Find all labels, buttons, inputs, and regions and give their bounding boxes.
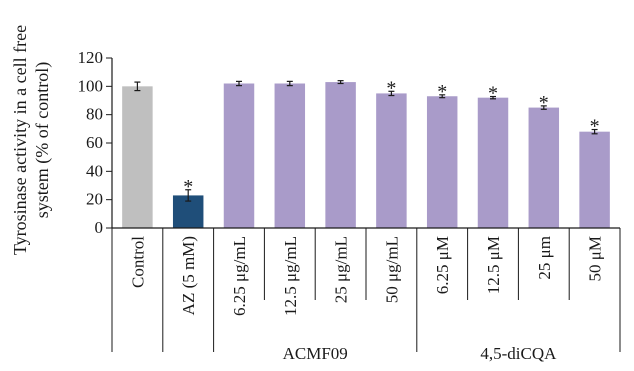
y-tick-label: 60 bbox=[86, 133, 103, 152]
y-tick-label: 100 bbox=[78, 76, 104, 95]
axes bbox=[111, 58, 621, 352]
x-tick-label: 50 μg/mL bbox=[382, 236, 401, 303]
bar bbox=[528, 107, 560, 228]
significance-star: * bbox=[488, 83, 498, 105]
error-bars bbox=[134, 80, 598, 202]
bar bbox=[376, 93, 407, 229]
bar bbox=[426, 96, 458, 228]
bar bbox=[325, 82, 356, 228]
significance-star: * bbox=[539, 92, 549, 114]
y-tick-label: 40 bbox=[86, 161, 103, 180]
significance-star: * bbox=[183, 176, 193, 198]
y-tick-label: 20 bbox=[86, 190, 103, 209]
x-tick-label: 12.5 μg/mL bbox=[281, 236, 300, 316]
x-tick-label: 25 μg/mL bbox=[332, 236, 351, 303]
x-tick-label: 6.25 μg/mL bbox=[230, 236, 249, 316]
significance-star: * bbox=[437, 81, 447, 103]
y-axis-label-line-1: Tyrosinase activity in a cell free bbox=[10, 25, 30, 255]
group-label: ACMF09 bbox=[283, 344, 348, 363]
bar bbox=[223, 83, 255, 228]
y-axis-label-line-2: system (% of control) bbox=[32, 62, 53, 218]
group-labels: ACMF09 4,5-diCQA bbox=[283, 344, 558, 363]
x-tick-label: AZ (5 mM) bbox=[179, 236, 198, 315]
bar bbox=[477, 97, 509, 229]
significance-star: * bbox=[590, 116, 600, 138]
x-tick-label: Control bbox=[128, 236, 147, 288]
y-tick-label: 0 bbox=[95, 218, 104, 237]
y-tick-label: 80 bbox=[86, 105, 103, 124]
bars bbox=[122, 82, 610, 229]
x-tick-label: 25 μm bbox=[535, 236, 554, 280]
y-axis-label: Tyrosinase activity in a cell free syste… bbox=[10, 25, 53, 255]
bar bbox=[579, 131, 610, 228]
x-tick-label: 12.5 μM bbox=[484, 236, 503, 294]
significance-markers: * * * * * * bbox=[183, 77, 599, 197]
bar bbox=[122, 86, 153, 228]
x-axis-labels: Control AZ (5 mM) 6.25 μg/mL 12.5 μg/mL 25 μ… bbox=[128, 236, 604, 316]
y-tick-label: 120 bbox=[78, 48, 104, 67]
x-tick-label: 50 μM bbox=[586, 236, 605, 281]
bar bbox=[274, 83, 306, 228]
group-label: 4,5-diCQA bbox=[480, 344, 557, 363]
x-tick-label: 6.25 μM bbox=[433, 236, 452, 294]
significance-star: * bbox=[386, 77, 396, 99]
y-axis-ticks: 0 20 40 60 80 100 120 bbox=[78, 48, 112, 237]
